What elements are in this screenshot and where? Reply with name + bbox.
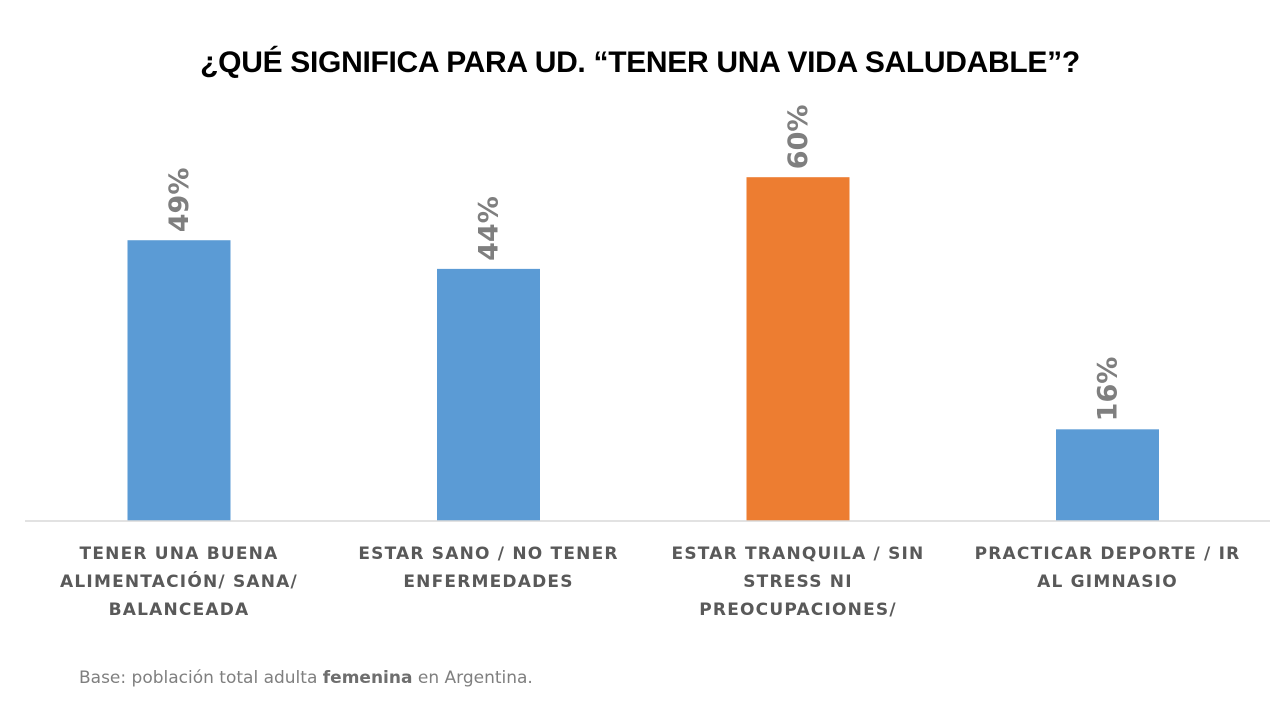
footnote-prefix: Base: población total adulta (79, 668, 323, 688)
category-label-line: ESTAR TRANQUILA / SIN (671, 544, 925, 564)
bars-group (127, 177, 1159, 522)
data-label-3: 60% (783, 105, 814, 170)
data-label-4: 16% (1093, 357, 1124, 422)
bar-4 (1056, 429, 1159, 521)
category-label-line: ENFERMEDADES (403, 572, 574, 592)
footnote: Base: población total adulta femenina en… (79, 668, 533, 688)
category-label-line: TENER UNA BUENA (79, 544, 279, 564)
category-label-line: PREOCUPACIONES/ (699, 600, 897, 620)
category-label-line: PRACTICAR DEPORTE / IR (974, 544, 1241, 564)
category-label-4: PRACTICAR DEPORTE / IR AL GIMNASIO (958, 540, 1258, 596)
footnote-suffix: en Argentina. (412, 668, 533, 688)
category-label-line: ALIMENTACIÓN/ SANA/ (60, 572, 298, 592)
bar-3 (746, 177, 850, 521)
category-label-3: ESTAR TRANQUILA / SIN STRESS NI PREOCUPACI… (648, 540, 948, 624)
data-labels-group: 49% 44% 60% 16% (164, 105, 1124, 422)
category-label-line: STRESS NI (743, 572, 853, 592)
category-label-1: TENER UNA BUENA ALIMENTACIÓN/ SANA/BALANC… (29, 540, 329, 624)
category-label-line: BALANCEADA (108, 600, 250, 620)
category-label-line: AL GIMNASIO (1037, 572, 1178, 592)
chart-title: ¿QUÉ SIGNIFICA PARA UD. “TENER UNA VIDA … (200, 46, 1080, 79)
footnote-bold: femenina (322, 668, 413, 688)
category-label-line: ESTAR SANO / NO TENER (358, 544, 619, 564)
data-label-2: 44% (474, 196, 505, 261)
bar-1 (127, 240, 231, 522)
bar-2 (437, 268, 540, 521)
category-label-2: ESTAR SANO / NO TENER ENFERMEDADES (339, 540, 639, 596)
data-label-1: 49% (164, 168, 195, 233)
